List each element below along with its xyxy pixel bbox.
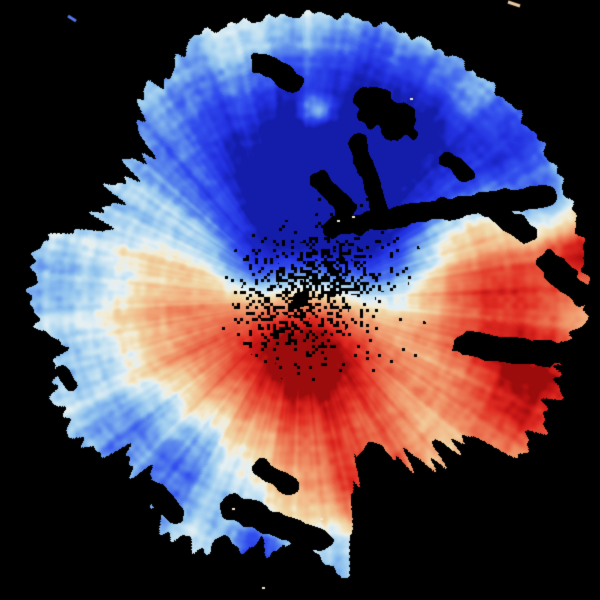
radar-velocity-ppi-canvas — [0, 0, 600, 600]
radar-display — [0, 0, 600, 600]
